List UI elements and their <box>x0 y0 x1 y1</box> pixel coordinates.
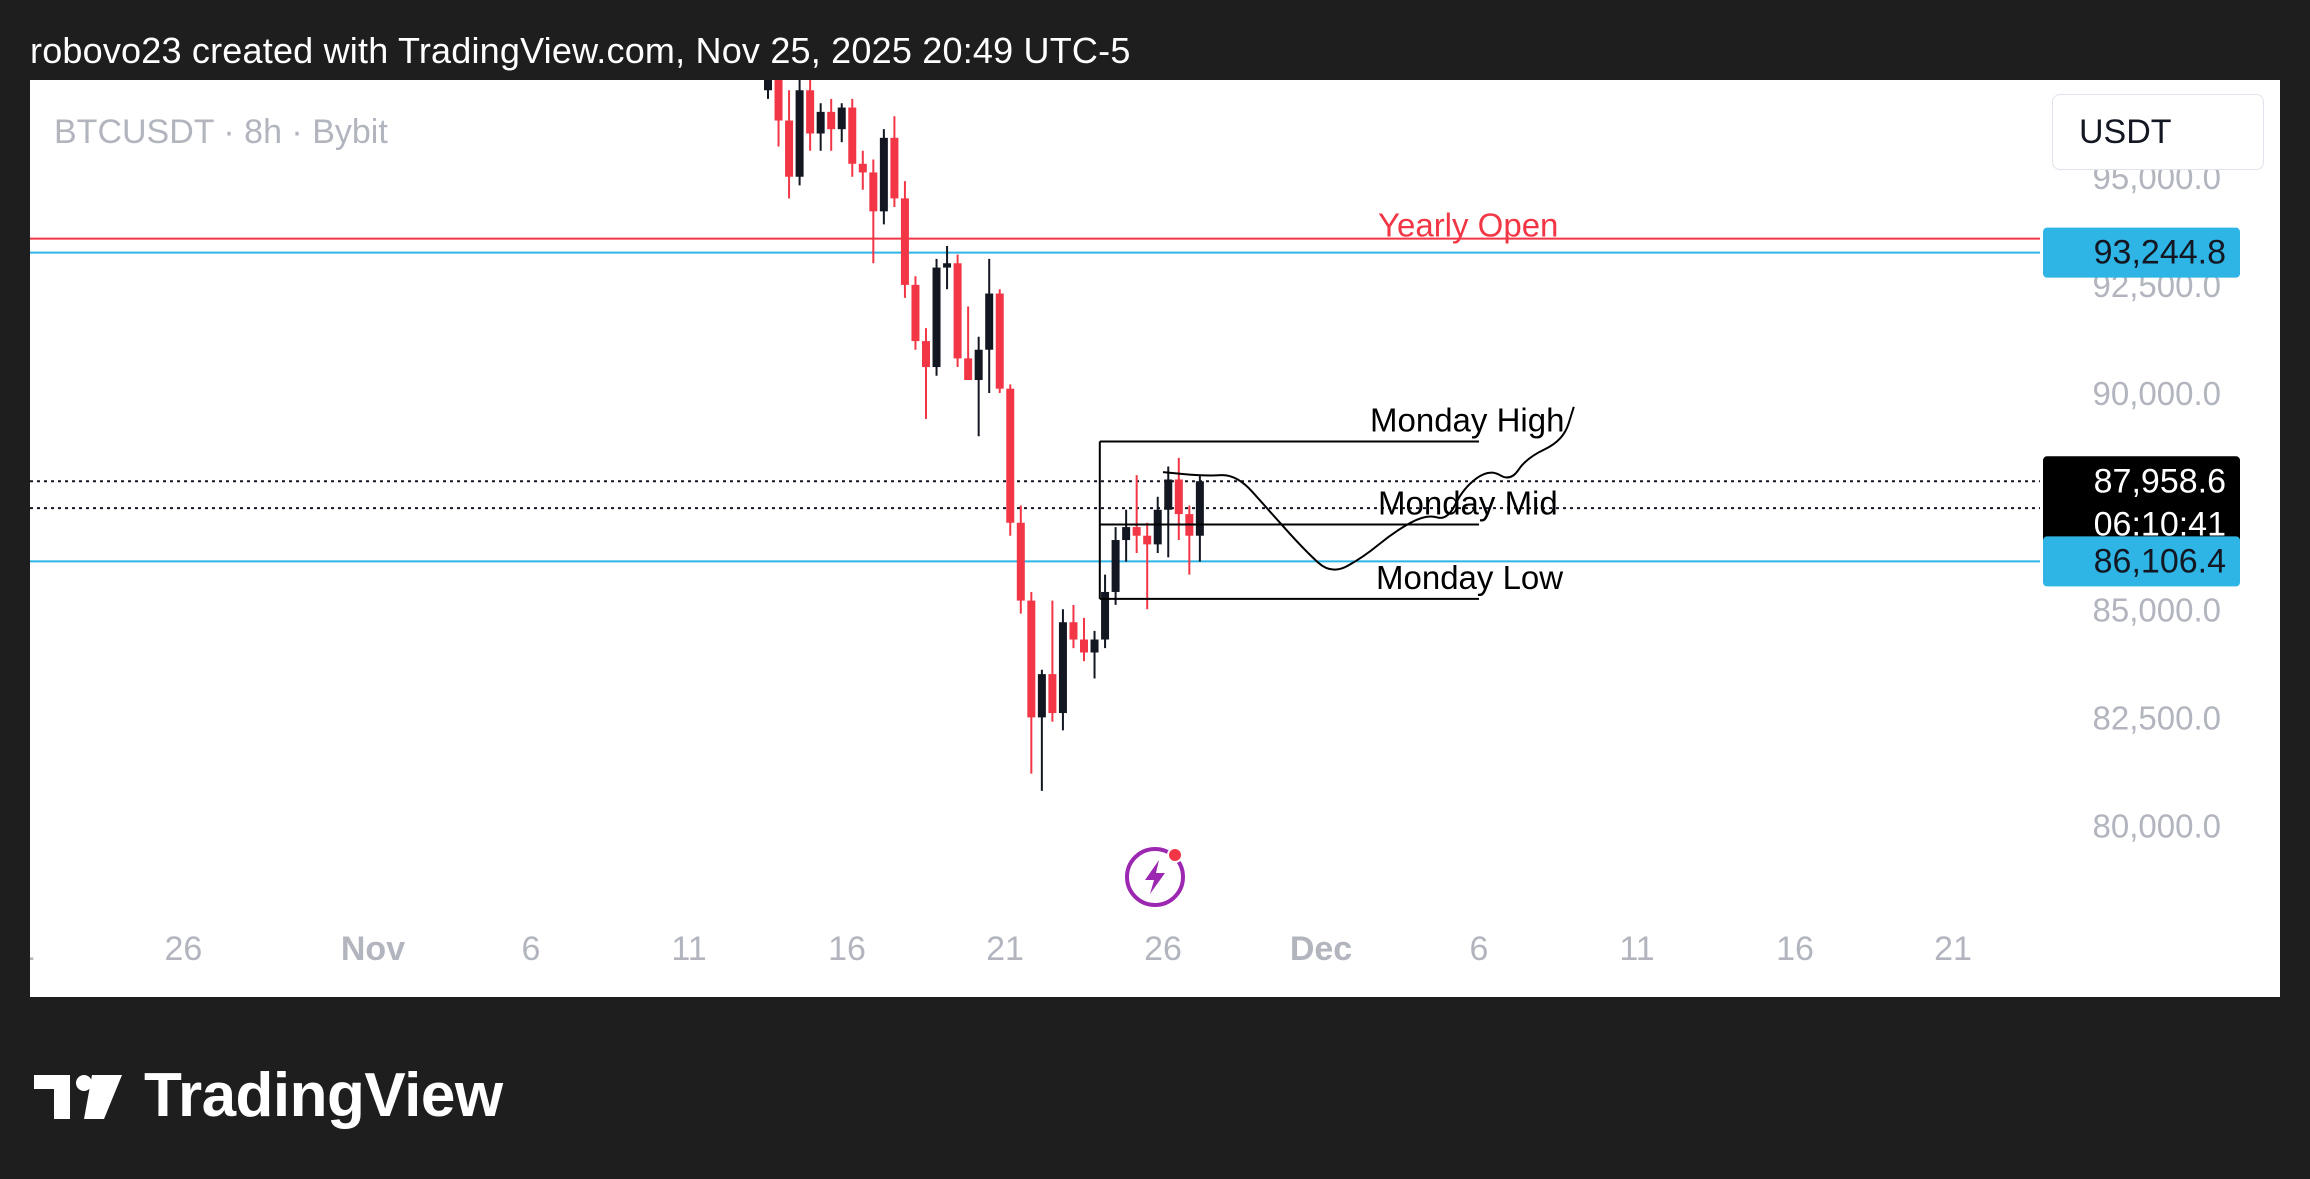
x-tick-label: 21 <box>1934 930 1972 968</box>
price-badge-text: 87,958.6 <box>2094 462 2226 500</box>
candle-body <box>1164 479 1173 510</box>
x-tick-label: 26 <box>164 930 202 968</box>
candle-body <box>879 137 888 212</box>
candle-body <box>816 111 825 134</box>
flash-lightning-icon[interactable] <box>1125 847 1185 907</box>
candle-body <box>869 172 878 212</box>
currency-button[interactable]: USDT <box>2052 94 2264 170</box>
x-tick-label: 26 <box>1144 930 1182 968</box>
candle-body <box>974 349 983 381</box>
candle-body <box>1037 674 1046 718</box>
candle-body <box>1101 591 1110 640</box>
candle-body <box>953 263 962 359</box>
price-badge-1 <box>2043 456 2240 549</box>
header-caption: robovo23 created with TradingView.com, N… <box>30 30 1131 71</box>
candle-body <box>1006 388 1015 523</box>
candle-body <box>943 263 952 268</box>
x-tick-label: 6 <box>522 930 541 968</box>
candle-body <box>764 80 772 91</box>
candle-body <box>806 90 815 134</box>
candle-body <box>985 293 994 350</box>
candle-body <box>785 120 794 177</box>
price-badge-2 <box>2043 536 2240 587</box>
candle-body <box>890 137 899 199</box>
candle-body <box>858 163 867 173</box>
price-badge-0 <box>2043 227 2240 278</box>
price-badge-text: 86,106.4 <box>2094 542 2226 580</box>
candle-body <box>827 111 836 130</box>
monday-low-label: Monday Low <box>1376 559 1563 596</box>
tradingview-logo-icon <box>34 1074 122 1119</box>
yearly-open-label: Yearly Open <box>1378 207 1558 244</box>
y-tick-label: 85,000.0 <box>2093 591 2221 628</box>
candle-body <box>1016 522 1025 601</box>
candle-body <box>1132 527 1141 536</box>
candle-body <box>900 198 909 285</box>
candle-body <box>995 293 1004 389</box>
candle-body <box>1111 540 1120 592</box>
chart-canvas[interactable]: Yearly Open Monday High Monday Mid Monday … <box>30 80 2280 997</box>
x-tick-label: Dec <box>1290 930 1352 968</box>
notification-dot <box>1167 847 1183 863</box>
monday-mid-label: Monday Mid <box>1378 484 1558 521</box>
projection-path-drawing <box>1162 406 1575 571</box>
candle-body <box>848 107 857 164</box>
candle-body <box>911 284 920 342</box>
x-tick-label: 21 <box>986 930 1024 968</box>
monday-high-label: Monday High <box>1370 401 1564 438</box>
y-tick-label: 90,000.0 <box>2093 375 2221 412</box>
x-tick-label: Nov <box>341 930 405 968</box>
x-tick-label: 16 <box>1776 930 1814 968</box>
candle-body <box>1122 527 1131 541</box>
tradingview-brand: TradingView <box>34 1060 503 1131</box>
candle-body <box>1143 535 1152 545</box>
candle-body <box>964 358 973 381</box>
brand-name: TradingView <box>144 1061 503 1130</box>
candle-body <box>1195 481 1204 536</box>
chart-panel[interactable]: Yearly Open Monday High Monday Mid Monday … <box>30 80 2280 997</box>
candle-body <box>1090 639 1099 653</box>
candle-body <box>1174 479 1183 515</box>
candle-body <box>1027 600 1036 718</box>
candle-body <box>795 90 804 177</box>
x-tick-label: 11 <box>671 930 706 968</box>
candle-body <box>932 267 941 368</box>
candle-body <box>922 341 930 368</box>
x-tick-label: 6 <box>1470 930 1489 968</box>
flash-icon-ring <box>1125 847 1185 907</box>
flash-icon-bolt <box>1145 860 1165 894</box>
x-tick-label: 11 <box>1619 930 1654 968</box>
symbol-legend: BTCUSDT · 8h · Bybit <box>54 113 388 151</box>
candle-body <box>1080 639 1088 653</box>
candle-body <box>1069 622 1078 640</box>
candle-body <box>774 80 783 121</box>
x-tick-label: 1 <box>30 930 35 968</box>
x-tick-label: 16 <box>828 930 866 968</box>
candle-body <box>837 107 846 130</box>
candle-body <box>1153 509 1162 545</box>
y-tick-label: 82,500.0 <box>2093 699 2221 736</box>
y-tick-label: 80,000.0 <box>2093 808 2221 845</box>
candle-body <box>1058 622 1067 714</box>
candle-body <box>1048 674 1057 714</box>
price-badge-text: 93,244.8 <box>2094 234 2226 272</box>
